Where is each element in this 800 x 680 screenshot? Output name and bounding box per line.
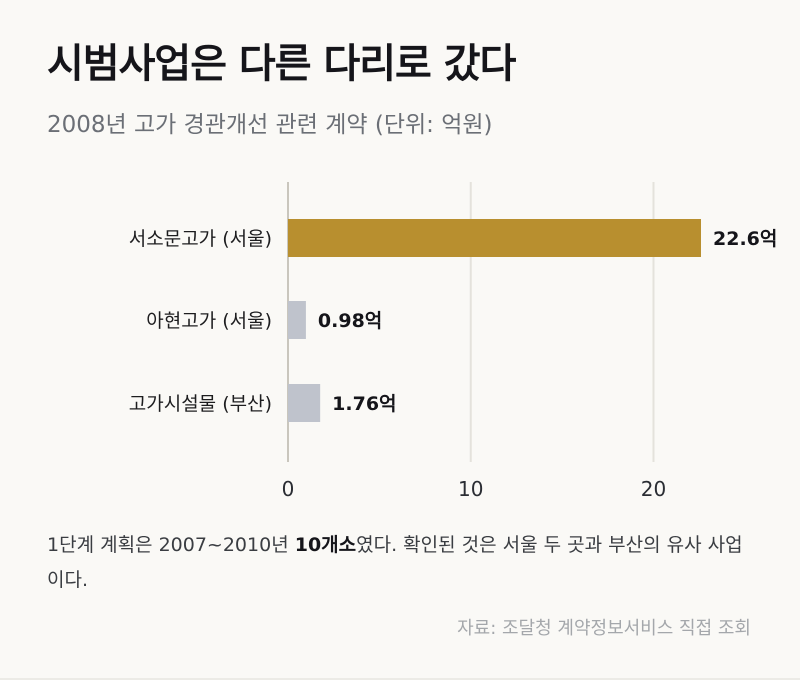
category-label: 아현고가 (서울) [146,310,272,332]
chart-subtitle: 2008년 고가 경관개선 관련 계약 (단위: 억원) [47,112,493,138]
category-label: 서소문고가 (서울) [129,228,272,250]
page-title: 시범사업은 다른 다리로 갔다 [47,41,516,87]
note-text-post: 였다. 확인된 것은 서울 두 곳과 부산의 유사 사업이다. [47,534,743,591]
category-label: 고가시설물 (부산) [129,393,272,415]
source-credit: 자료: 조달청 계약정보서비스 직접 조회 [457,618,751,639]
note-text-bold: 10개소 [294,534,357,556]
x-tick-label: 0 [282,477,295,501]
data-label: 0.98억 [318,310,382,332]
bar [288,301,306,339]
x-tick-label: 20 [641,477,666,501]
data-label: 22.6억 [713,228,777,250]
footnote: 1단계 계획은 2007~2010년 10개소였다. 확인된 것은 서울 두 곳… [47,528,757,598]
bar [288,384,321,422]
bar [288,219,701,257]
note-text-pre: 1단계 계획은 2007~2010년 [47,534,295,556]
bottom-divider [0,678,800,680]
data-label: 1.76억 [332,393,396,415]
x-tick-label: 10 [458,477,483,501]
